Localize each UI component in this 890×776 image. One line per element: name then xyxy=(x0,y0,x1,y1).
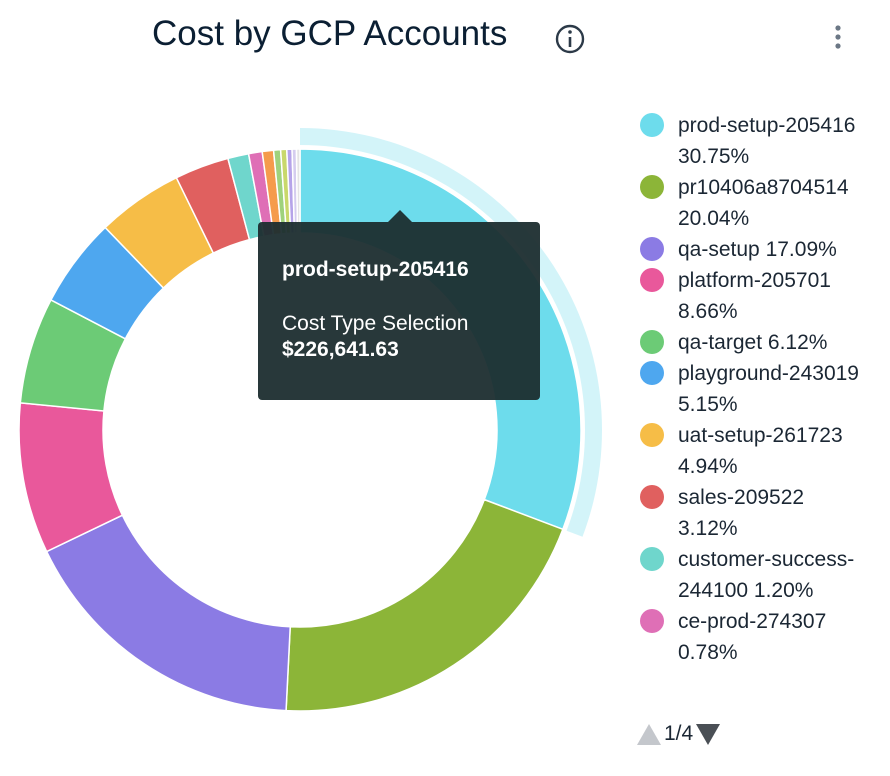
legend-label: uat-setup-261723 xyxy=(678,424,843,447)
legend: prod-setup-205416 30.75% pr10406a8704514 … xyxy=(636,110,886,710)
info-icon[interactable] xyxy=(555,24,585,54)
legend-item[interactable]: uat-setup-261723 4.94% xyxy=(636,420,863,482)
legend-marker xyxy=(640,423,664,447)
slice xyxy=(45,514,292,712)
legend-item[interactable]: playground-243019 5.15% xyxy=(636,358,863,420)
legend-value: 0.78% xyxy=(678,641,738,664)
legend-value: 8.66% xyxy=(678,300,738,323)
legend-marker xyxy=(640,361,664,385)
legend-value: 3.12% xyxy=(678,517,738,540)
legend-label: pr10406a8704514 xyxy=(678,176,849,199)
legend-item[interactable]: sales-209522 3.12% xyxy=(636,482,863,544)
legend-marker xyxy=(640,268,664,292)
legend-label: prod-setup-205416 xyxy=(678,114,856,137)
legend-item[interactable]: qa-setup 17.09% xyxy=(636,234,863,265)
legend-marker xyxy=(640,609,664,633)
donut xyxy=(18,128,602,712)
legend-value: 30.75% xyxy=(678,145,750,168)
tooltip-name: prod-setup-205416 xyxy=(282,258,469,281)
page-indicator: 1/4 xyxy=(664,722,694,745)
legend-pager: 1/4 xyxy=(636,722,721,746)
legend-marker xyxy=(640,175,664,199)
chart-title: Cost by GCP Accounts xyxy=(152,14,508,53)
legend-label: platform-205701 xyxy=(678,269,831,292)
legend-label: qa-target xyxy=(678,331,763,354)
legend-value: 17.09% xyxy=(765,238,837,261)
page-down[interactable] xyxy=(695,722,721,746)
legend-marker xyxy=(640,330,664,354)
menu-dot[interactable] xyxy=(835,34,841,40)
legend-marker xyxy=(640,113,664,137)
slice xyxy=(285,498,564,712)
legend-value: 4.94% xyxy=(678,455,738,478)
menu-dot[interactable] xyxy=(835,25,841,31)
tooltip: prod-setup-205416 Cost Type Selection $2… xyxy=(258,210,540,400)
legend-item[interactable]: prod-setup-205416 30.75% xyxy=(636,110,863,172)
legend-label: ce-prod-274307 xyxy=(678,610,827,633)
legend-value: 20.04% xyxy=(678,207,750,230)
legend-marker xyxy=(640,485,664,509)
legend-item[interactable]: platform-205701 8.66% xyxy=(636,265,863,327)
legend-label: sales-209522 xyxy=(678,486,805,509)
legend-marker xyxy=(640,237,664,261)
legend-marker xyxy=(640,547,664,571)
legend-item[interactable]: pr10406a8704514 20.04% xyxy=(636,172,863,234)
legend-label: playground-243019 xyxy=(678,362,859,385)
legend-value: 1.20% xyxy=(753,579,814,602)
slice xyxy=(295,148,301,234)
tooltip-value: $226,641.63 xyxy=(282,338,399,361)
legend-label: qa-setup xyxy=(678,238,760,261)
page-up[interactable] xyxy=(636,722,662,746)
tooltip-measure: Cost Type Selection xyxy=(282,312,469,335)
legend-item[interactable]: customer-success-244100 1.20% xyxy=(636,544,863,606)
menu-dot[interactable] xyxy=(835,43,841,49)
legend-value: 6.12% xyxy=(767,331,828,354)
legend-label: customer-success-244100 xyxy=(678,548,855,602)
legend-item[interactable]: ce-prod-274307 0.78% xyxy=(636,606,863,668)
legend-item[interactable]: qa-target 6.12% xyxy=(636,327,863,358)
legend-value: 5.15% xyxy=(678,393,738,416)
